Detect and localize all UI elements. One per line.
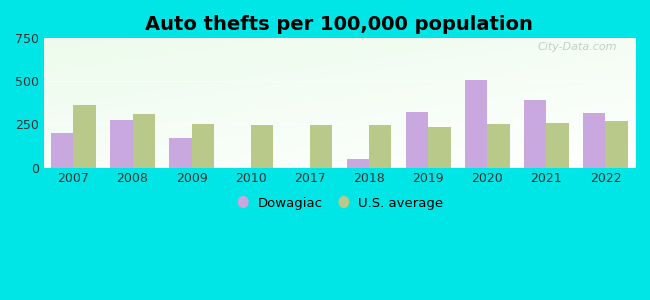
Title: Auto thefts per 100,000 population: Auto thefts per 100,000 population xyxy=(146,15,534,34)
Bar xyxy=(51,133,73,168)
Bar xyxy=(251,125,273,168)
Bar xyxy=(406,112,428,168)
Bar xyxy=(428,127,450,168)
Bar xyxy=(369,125,391,168)
Bar xyxy=(169,138,192,168)
Bar xyxy=(346,159,369,168)
Bar xyxy=(488,124,510,168)
Bar xyxy=(524,100,547,168)
Text: City-Data.com: City-Data.com xyxy=(538,42,618,52)
Legend: Dowagiac, U.S. average: Dowagiac, U.S. average xyxy=(230,192,448,215)
Bar xyxy=(547,123,569,168)
Bar xyxy=(605,121,628,168)
Bar xyxy=(310,125,332,168)
Bar xyxy=(465,80,488,168)
Bar xyxy=(583,113,605,168)
Bar xyxy=(73,105,96,168)
Bar xyxy=(110,120,133,168)
Bar xyxy=(192,124,214,168)
Bar xyxy=(133,114,155,168)
